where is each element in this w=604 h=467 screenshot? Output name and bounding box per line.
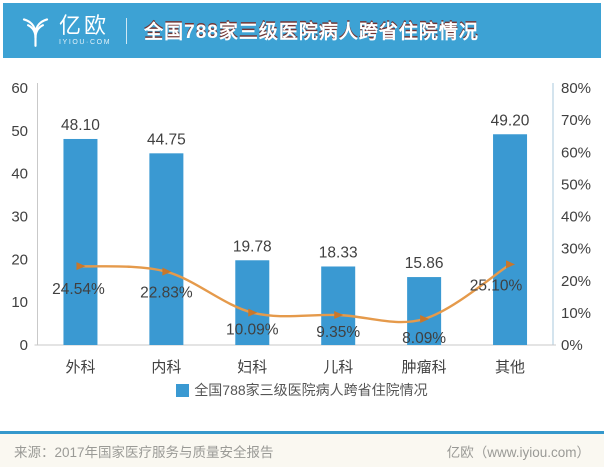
header-divider <box>126 17 128 44</box>
bar <box>407 277 442 345</box>
line-value-label: 22.83% <box>140 285 193 302</box>
brand-text: 亿欧（www.iyiou.com） <box>446 444 590 460</box>
bar-value-label: 15.86 <box>405 255 444 272</box>
left-axis-tick-label: 0 <box>20 337 28 354</box>
iyiou-logo: 亿欧 IYIOU·COM <box>19 13 111 49</box>
left-axis-tick-label: 30 <box>11 209 28 226</box>
line-value-label: 10.09% <box>226 322 279 339</box>
category-label: 儿科 <box>323 359 353 376</box>
line-point-marker <box>162 267 172 276</box>
bar-value-label: 48.10 <box>61 117 100 134</box>
bar-value-label: 44.75 <box>147 131 186 148</box>
left-axis-tick-label: 20 <box>11 251 28 268</box>
right-axis-tick-label: 60% <box>561 144 591 161</box>
bar <box>493 134 528 345</box>
combo-chart: 0 10 20 30 40 50 60 0% 10% 20% 30% 40% 50% 60% 70% 80% 4… <box>11 80 591 376</box>
left-axis-tick-label: 10 <box>11 294 28 311</box>
bar <box>63 138 98 345</box>
right-axis-tick-label: 30% <box>561 241 591 258</box>
header-bar: 亿欧 IYIOU·COM 全国788家三级医院病人跨省住院情况 <box>3 3 601 58</box>
line-point-marker <box>420 315 430 324</box>
left-axis-tick-label: 40 <box>11 166 28 183</box>
line-point-marker <box>506 260 516 269</box>
category-label: 妇科 <box>237 359 267 376</box>
line-value-label: 9.35% <box>316 324 360 341</box>
category-label: 其他 <box>495 359 525 376</box>
line-value-label: 24.54% <box>52 281 105 298</box>
category-label: 内科 <box>151 359 181 376</box>
category-label: 肿瘤科 <box>402 359 447 376</box>
line-point-marker <box>76 262 86 271</box>
logo-text-block: 亿欧 IYIOU·COM <box>59 13 112 47</box>
left-axis-tick-label: 50 <box>11 123 28 140</box>
bar <box>149 153 184 345</box>
right-axis-tick-label: 50% <box>561 176 591 193</box>
source-text: 来源：2017年国家医疗服务与质量安全报告 <box>14 444 274 460</box>
left-axis-tick-label: 60 <box>11 80 28 97</box>
logo-text: 亿欧 <box>59 13 110 38</box>
line-point-marker <box>248 308 258 317</box>
right-axis-tick-label: 20% <box>561 273 591 290</box>
legend-swatch <box>176 383 190 397</box>
right-axis-tick-label: 0% <box>561 337 583 354</box>
line-point-marker <box>334 310 344 319</box>
chart-legend: 全国788家三级医院病人跨省住院情况 <box>0 381 604 399</box>
bar <box>321 266 356 345</box>
right-axis-tick-label: 40% <box>561 209 591 226</box>
right-axis-tick-label: 80% <box>561 80 591 97</box>
line-value-label: 8.09% <box>402 330 446 347</box>
footer: 来源：2017年国家医疗服务与质量安全报告 亿欧（www.iyiou.com） <box>0 431 604 467</box>
iyiou-logo-icon <box>22 17 49 47</box>
line-value-label: 25.10% <box>470 277 523 294</box>
bar-value-label: 18.33 <box>319 244 358 261</box>
right-axis-tick-label: 10% <box>561 305 591 322</box>
logo-subtext: IYIOU·COM <box>59 39 112 46</box>
line-series-path <box>80 263 511 324</box>
page-title: 全国788家三级医院病人跨省住院情况 <box>144 22 479 43</box>
legend-label: 全国788家三级医院病人跨省住院情况 <box>194 382 428 398</box>
bar <box>235 260 270 345</box>
category-label: 外科 <box>65 359 95 376</box>
right-axis-tick-label: 70% <box>561 112 591 129</box>
bar-value-label: 19.78 <box>233 238 272 255</box>
bar-value-label: 49.20 <box>491 112 530 129</box>
